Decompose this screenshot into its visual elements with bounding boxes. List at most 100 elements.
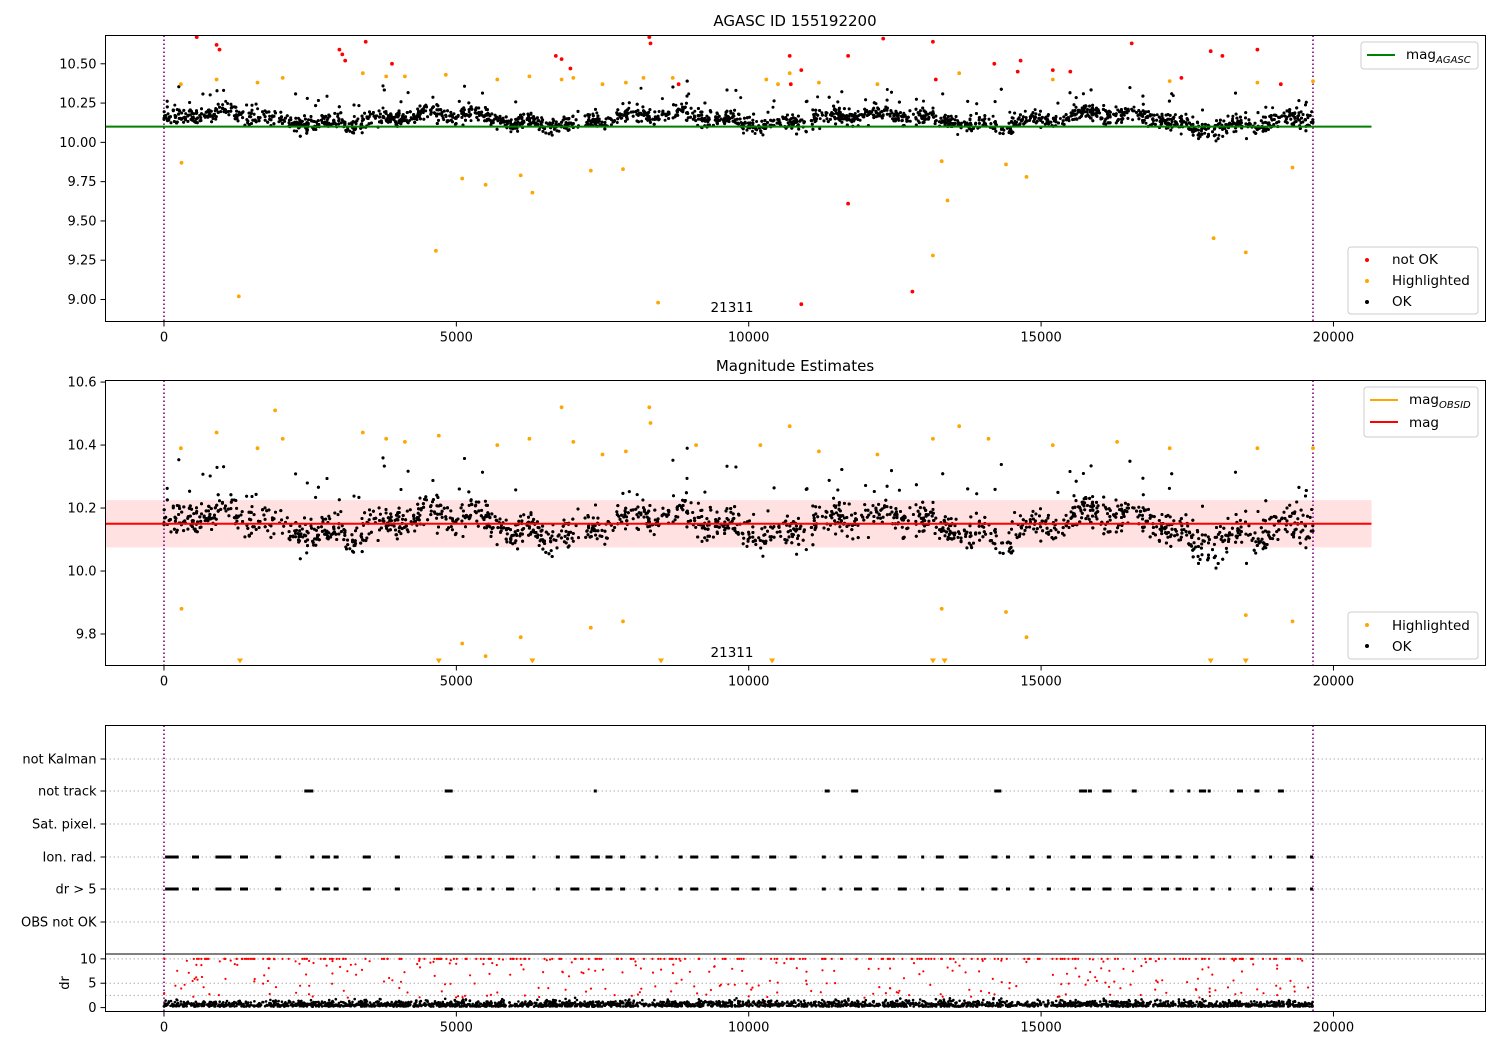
not-ok-point	[363, 39, 368, 44]
ok-point	[1306, 116, 1310, 120]
ok-point	[1142, 118, 1146, 122]
ok-point	[186, 114, 190, 118]
ok-point	[535, 116, 539, 120]
ok-point	[914, 107, 918, 111]
ok-point	[1261, 121, 1265, 125]
ok-point	[182, 116, 185, 120]
ok-point	[609, 118, 613, 121]
not-ok-point	[787, 54, 792, 58]
ok-point	[621, 102, 625, 106]
ok-point	[816, 95, 820, 99]
ok-point	[1213, 133, 1217, 137]
ok-point	[241, 116, 245, 120]
ok-point	[625, 115, 629, 119]
highlighted-point	[764, 77, 769, 82]
highlighted-point	[624, 80, 628, 85]
ok-point	[464, 118, 467, 122]
ok-point	[381, 106, 385, 110]
highlighted-point	[1050, 77, 1055, 82]
ok-point	[1304, 129, 1308, 133]
ok-point	[567, 128, 571, 132]
ok-point	[532, 117, 536, 121]
ok-point	[256, 116, 260, 119]
ok-point	[1103, 109, 1107, 112]
ok-point	[514, 100, 518, 104]
highlighted-point	[214, 77, 219, 82]
ok-point	[1081, 106, 1085, 110]
ok-point	[609, 123, 613, 127]
ok-point	[1094, 113, 1098, 117]
ok-point	[263, 115, 267, 119]
ok-point	[1274, 114, 1278, 118]
ok-point	[1244, 111, 1248, 115]
ok-point	[399, 100, 403, 104]
ok-point	[352, 103, 356, 107]
legend-marker-ok	[1365, 300, 1369, 304]
ok-point	[274, 111, 277, 115]
ok-point	[224, 99, 228, 103]
ok-point	[1226, 114, 1230, 118]
ok-point	[175, 121, 179, 125]
ok-point	[1139, 111, 1143, 115]
ok-point	[818, 109, 822, 112]
ok-point	[805, 99, 809, 103]
not-ok-point	[881, 36, 886, 41]
ok-point	[948, 121, 952, 124]
ok-point	[810, 119, 814, 123]
ok-point	[226, 102, 230, 105]
ok-point	[198, 119, 202, 123]
ok-point	[842, 107, 846, 111]
ok-point	[287, 121, 291, 125]
ok-point	[320, 114, 324, 118]
ok-point	[1275, 121, 1279, 125]
ok-point	[777, 118, 781, 122]
ok-point	[236, 119, 240, 123]
ok-point	[927, 116, 931, 119]
not-ok-point	[648, 41, 653, 46]
ok-point	[836, 100, 840, 104]
ok-point	[1100, 116, 1104, 120]
ok-point	[182, 108, 186, 112]
ok-point	[1310, 110, 1314, 114]
ok-point	[906, 119, 910, 123]
ok-point	[1086, 108, 1089, 112]
ok-point	[280, 115, 284, 119]
y-tick-label: 9.00	[68, 293, 97, 308]
ok-point	[522, 119, 526, 123]
highlighted-point	[600, 82, 605, 87]
ok-point	[202, 113, 206, 117]
ok-point	[583, 114, 587, 118]
ok-point	[991, 114, 995, 118]
ok-point	[824, 114, 828, 117]
ok-point	[1311, 120, 1315, 124]
ok-point	[195, 109, 198, 113]
ok-point	[723, 116, 727, 120]
ok-point	[876, 114, 880, 118]
not-ok-point	[799, 68, 804, 72]
ok-point	[1301, 113, 1305, 116]
ok-point	[1044, 117, 1048, 121]
ok-point	[192, 119, 196, 123]
legend-text: mag	[1406, 47, 1436, 63]
ok-point	[1131, 109, 1135, 113]
ok-point	[1024, 119, 1028, 122]
ok-point	[755, 120, 759, 123]
ok-point	[567, 117, 571, 120]
ok-point	[1021, 115, 1025, 119]
legend-label-highlighted: Highlighted	[1392, 273, 1470, 289]
ok-point	[382, 88, 386, 92]
ok-point	[406, 121, 410, 125]
ok-point	[207, 115, 210, 118]
ok-point	[165, 117, 169, 121]
ok-point	[1120, 120, 1124, 124]
ok-point	[1102, 104, 1106, 107]
ok-point	[1106, 116, 1109, 120]
ok-point	[899, 111, 902, 115]
ok-point	[254, 102, 258, 106]
ok-point	[948, 118, 951, 122]
ok-point	[294, 122, 297, 126]
ok-point	[1084, 114, 1088, 118]
ok-point	[946, 115, 950, 118]
ok-point	[833, 115, 837, 119]
ok-point	[914, 117, 918, 121]
